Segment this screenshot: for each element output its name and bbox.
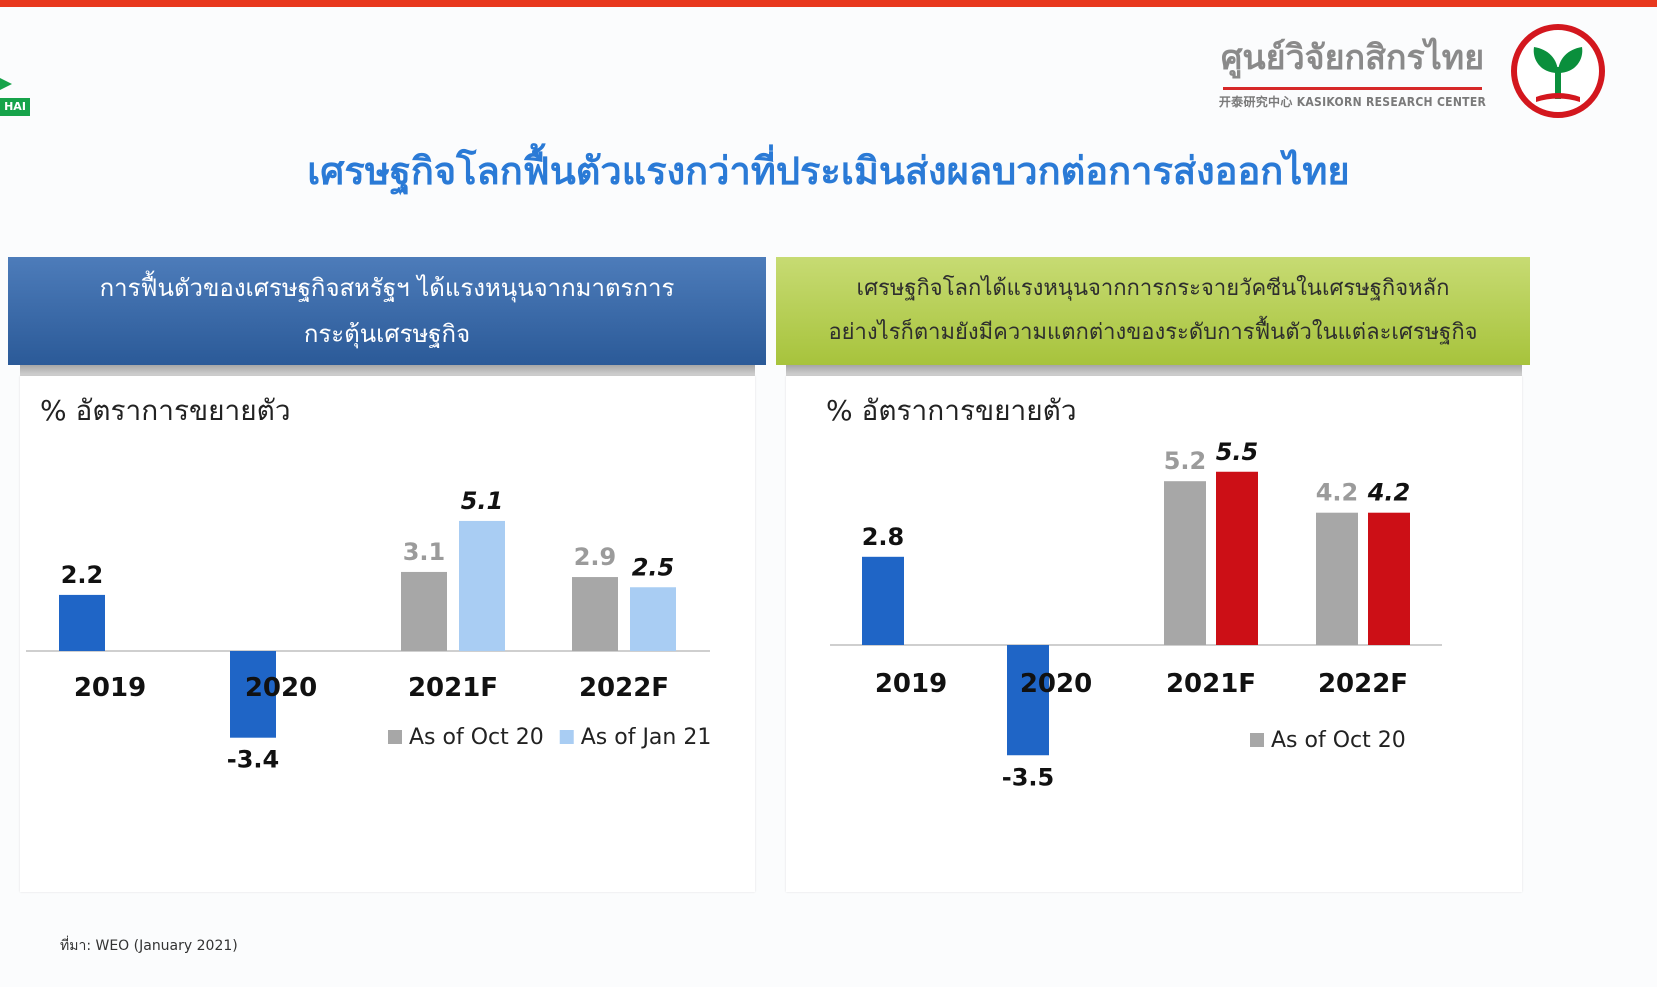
right-chart-card: % อัตราการขยายตัว 2.8 -3.5 5.2 5.5 4.2 4.2 2019…: [786, 376, 1522, 892]
bar-2019-series-0: [862, 556, 904, 645]
tick-label: 2021F: [408, 673, 498, 703]
source-note: ที่มา: WEO (January 2021): [60, 938, 238, 954]
tick-label: 2019: [875, 669, 947, 699]
bar-2021f-series-2: [459, 520, 505, 651]
bar-2022f-series-2: [630, 587, 676, 651]
legend-label: As of Oct 20: [409, 725, 544, 750]
top-accent-bar: [0, 0, 1657, 7]
data-label: 3.1: [403, 538, 446, 566]
right-panel-header-line2: อย่างไรก็ตามยังมีความแตกต่างของระดับการฟ…: [828, 320, 1478, 345]
right-panel-header: เศรษฐกิจโลกได้แรงหนุนจากการกระจายวัคซีนใ…: [776, 257, 1530, 365]
world-growth-chart: % อัตราการขยายตัว 2.8 -3.5 5.2 5.5 4.2 4.2 2019…: [826, 394, 1442, 791]
bar-2022f-series-1: [1316, 512, 1358, 645]
tick-label: 2022F: [579, 673, 669, 703]
brand-english-name: 开泰研究中心 KASIKORN RESEARCH CENTER: [1218, 95, 1487, 109]
kasikorn-logo-icon: [1511, 24, 1605, 118]
brand-divider: [1223, 87, 1482, 90]
brand-thai-name: ศูนย์วิจัยกสิกรไทย: [1220, 38, 1485, 78]
y-axis-label: % อัตราการขยายตัว: [826, 394, 1077, 427]
tick-label: 2020: [1020, 669, 1092, 699]
data-label: 5.1: [461, 487, 504, 515]
tick-label: 2022F: [1318, 669, 1408, 699]
bar-2022f-series-2: [1368, 512, 1410, 645]
data-label: -3.5: [1002, 763, 1054, 791]
bar-2020-series-0: [1007, 645, 1049, 756]
data-label: 2.9: [574, 543, 617, 571]
right-header-shadow: [786, 365, 1522, 377]
legend-label: As of Oct 20: [1271, 728, 1406, 753]
bar-2021f-series-1: [1164, 481, 1206, 645]
left-panel-header: การฟื้นตัวของเศรษฐกิจสหรัฐฯ ได้แรงหนุนจา…: [8, 257, 766, 365]
data-label: 4.2: [1316, 479, 1359, 507]
bar-2021f-series-2: [1216, 471, 1258, 645]
data-label: 2.2: [61, 561, 104, 589]
data-label: 4.2: [1367, 479, 1411, 507]
bar-2022f-series-1: [572, 577, 618, 651]
legend-swatch: [1250, 733, 1264, 747]
bar-2021f-series-1: [401, 571, 447, 651]
legend-swatch: [388, 730, 402, 744]
us-growth-chart: % อัตราการขยายตัว 2.2 -3.4 3.1 5.1 2.9 2.5 2019…: [26, 394, 712, 774]
y-axis-label: % อัตราการขยายตัว: [40, 394, 291, 427]
left-header-shadow: [20, 365, 755, 377]
data-label: 2.5: [632, 553, 675, 581]
bar-2019-series-0: [59, 594, 105, 651]
right-panel-header-line1: เศรษฐกิจโลกได้แรงหนุนจากการกระจายวัคซีนใ…: [856, 276, 1450, 301]
legend-swatch: [559, 730, 574, 744]
tick-label: 2021F: [1166, 669, 1256, 699]
data-label: 5.5: [1216, 438, 1259, 466]
bar-2020-series-0: [230, 651, 276, 738]
tick-label: 2019: [74, 673, 146, 703]
tick-label: 2020: [245, 673, 317, 703]
left-panel-header-line2: กระตุ้นเศรษฐกิจ: [303, 320, 471, 348]
data-label: 5.2: [1164, 447, 1207, 475]
data-label: 2.8: [862, 523, 905, 551]
legend-label: As of Jan 21: [581, 725, 712, 750]
left-chart-card: % อัตราการขยายตัว 2.2 -3.4 3.1 5.1 2.9 2.5 2019…: [20, 376, 755, 892]
data-label: -3.4: [227, 746, 279, 774]
brand-wordmark: ศูนย์วิจัยกสิกรไทย 开泰研究中心 KASIKORN RESEA…: [1215, 30, 1490, 110]
left-panel-header-line1: การฟื้นตัวของเศรษฐกิจสหรัฐฯ ได้แรงหนุนจา…: [99, 274, 675, 302]
page-title: เศรษฐกิจโลกฟื้นตัวแรงกว่าที่ประเมินส่งผล…: [307, 149, 1350, 193]
partial-logo-icon: [0, 78, 12, 90]
partial-logo-badge: HAI: [0, 98, 30, 116]
